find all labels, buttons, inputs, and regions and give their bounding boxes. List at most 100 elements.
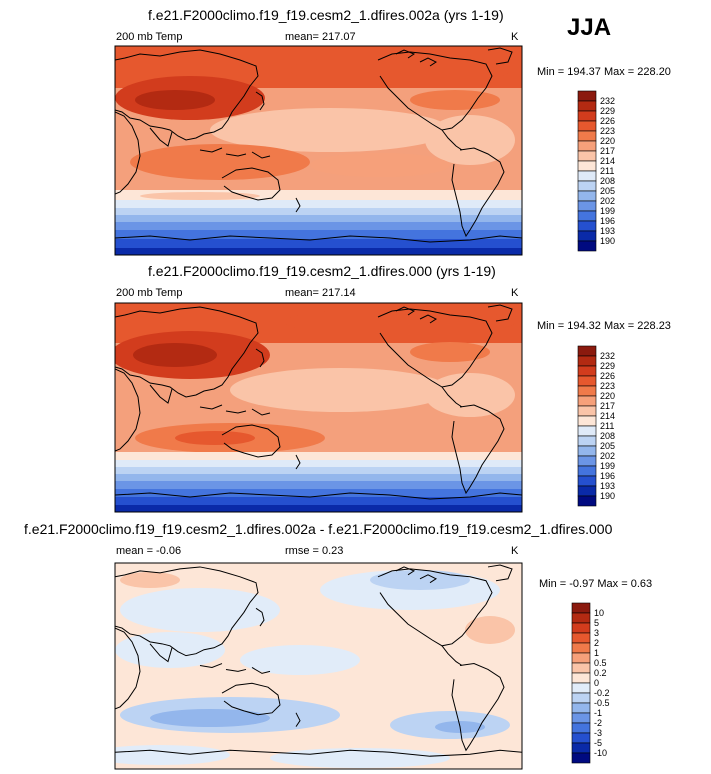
colorbar2-tick-label: 226: [600, 371, 615, 381]
colorbar2-swatch: [577, 345, 597, 357]
colorbar1-swatch: [577, 180, 597, 192]
colorbar2-swatch: [577, 425, 597, 437]
colorbar3-tick-label: 5: [594, 618, 599, 628]
map2-coastline: [419, 314, 437, 324]
colorbar3-swatch: [571, 702, 591, 714]
colorbar3-swatch: [571, 722, 591, 734]
panel1-mean-label: mean= 217.07: [285, 31, 356, 43]
map2-temperature-field: [115, 303, 522, 512]
colorbar1-swatch: [577, 110, 597, 122]
colorbar2-tick-label: 229: [600, 361, 615, 371]
colorbar1-tick-label: 214: [600, 156, 615, 166]
colorbar3-tick-label: 0.5: [594, 658, 607, 668]
map2-coastline: [255, 348, 265, 368]
colorbar1-swatch: [577, 160, 597, 172]
colorbar1-tick-label: 229: [600, 106, 615, 116]
panel1-units: K: [511, 31, 519, 43]
colorbar3-swatch: [571, 742, 591, 754]
map1-coastline: [377, 51, 493, 131]
colorbar1-swatch: [577, 120, 597, 132]
map2-coastline: [487, 304, 513, 322]
colorbar1-tick-label: 193: [600, 226, 615, 236]
colorbar2-tick-label: 193: [600, 481, 615, 491]
colorbar-panel1: 2322292262232202172142112082052021991961…: [577, 90, 615, 252]
map3-coastline: [255, 607, 265, 627]
map2-coastline: [115, 306, 259, 398]
panel2-mean-label: mean= 217.14: [285, 287, 356, 299]
map1-coastline: [419, 57, 437, 67]
map3-coastline: [395, 566, 416, 576]
colorbar3-swatch: [571, 642, 591, 654]
map3-coastline: [115, 627, 141, 710]
colorbar3-tick-label: -0.2: [594, 688, 610, 698]
map2-coastline: [199, 404, 223, 410]
colorbar2-swatch: [577, 415, 597, 427]
map1-coastline: [115, 49, 259, 141]
colorbar3-swatch: [571, 672, 591, 684]
colorbar3-swatch: [571, 632, 591, 644]
map3-frame: [114, 562, 523, 770]
map3-coastline: [451, 663, 505, 752]
colorbar3-tick-label: 10: [594, 608, 604, 618]
colorbar3-tick-label: -0.5: [594, 698, 610, 708]
colorbar2-tick-label: 220: [600, 391, 615, 401]
colorbar1-tick-label: 220: [600, 136, 615, 146]
colorbar1-tick-label: 190: [600, 236, 615, 246]
colorbar1-swatch: [577, 150, 597, 162]
colorbar2-swatch: [577, 395, 597, 407]
map3-coastline: [115, 566, 259, 657]
colorbar1-tick-label: 202: [600, 196, 615, 206]
panel3-mean-label: mean = -0.06: [116, 545, 182, 557]
colorbar1-tick-label: 208: [600, 176, 615, 186]
colorbar2-swatch: [577, 435, 597, 447]
map2-coastline: [225, 410, 247, 414]
map3-difference-field: [115, 563, 522, 769]
map1-coastline: [295, 197, 301, 213]
map2-coastline: [395, 306, 416, 316]
map1-coastline: [395, 49, 416, 59]
colorbar1-tick-label: 205: [600, 186, 615, 196]
map3-coastline: [199, 663, 223, 668]
colorbar3-swatch: [571, 622, 591, 634]
map1-coastline: [115, 111, 141, 195]
panel1-minmax: Min = 194.37 Max = 228.20: [537, 66, 671, 78]
panel2-units: K: [511, 287, 519, 299]
map1-coastline: [115, 235, 522, 243]
colorbar1-swatch: [577, 230, 597, 242]
map3-coastline: [115, 749, 522, 757]
colorbar2-swatch: [577, 495, 597, 507]
colorbar3-swatch: [571, 692, 591, 704]
colorbar3-tick-label: -5: [594, 738, 602, 748]
colorbar3-swatch: [571, 712, 591, 724]
colorbar3-tick-label: 0: [594, 678, 599, 688]
colorbar2-tick-label: 196: [600, 471, 615, 481]
map2-coastline: [295, 454, 301, 470]
map2-coastline: [221, 424, 281, 458]
colorbar2-tick-label: 211: [600, 421, 614, 431]
panel3-units: K: [511, 545, 519, 557]
colorbar-panel2: 2322292262232202172142112082052021991961…: [577, 345, 615, 507]
colorbar2-swatch: [577, 455, 597, 467]
map1-coastline: [225, 153, 247, 157]
colorbar2-swatch: [577, 485, 597, 497]
colorbar2-tick-label: 199: [600, 461, 615, 471]
panel1-title: f.e21.F2000climo.f19_f19.cesm2_1.dfires.…: [148, 7, 504, 23]
map1-temperature-field: [115, 46, 522, 255]
colorbar2-tick-label: 202: [600, 451, 615, 461]
panel3-rmse-label: rmse = 0.23: [285, 545, 344, 557]
map3-coastline: [441, 645, 463, 666]
map1-coastline: [251, 151, 271, 159]
colorbar1-tick-label: 232: [600, 96, 615, 106]
colorbar2-tick-label: 205: [600, 441, 615, 451]
colorbar2-swatch: [577, 475, 597, 487]
colorbar2-tick-label: 214: [600, 411, 615, 421]
colorbar1-swatch: [577, 130, 597, 142]
colorbar3-swatch: [571, 662, 591, 674]
map1-frame: [114, 45, 523, 256]
map1-coastline: [441, 129, 463, 151]
map3-coastline: [221, 682, 281, 716]
colorbar1-swatch: [577, 170, 597, 182]
colorbar2-swatch: [577, 355, 597, 367]
